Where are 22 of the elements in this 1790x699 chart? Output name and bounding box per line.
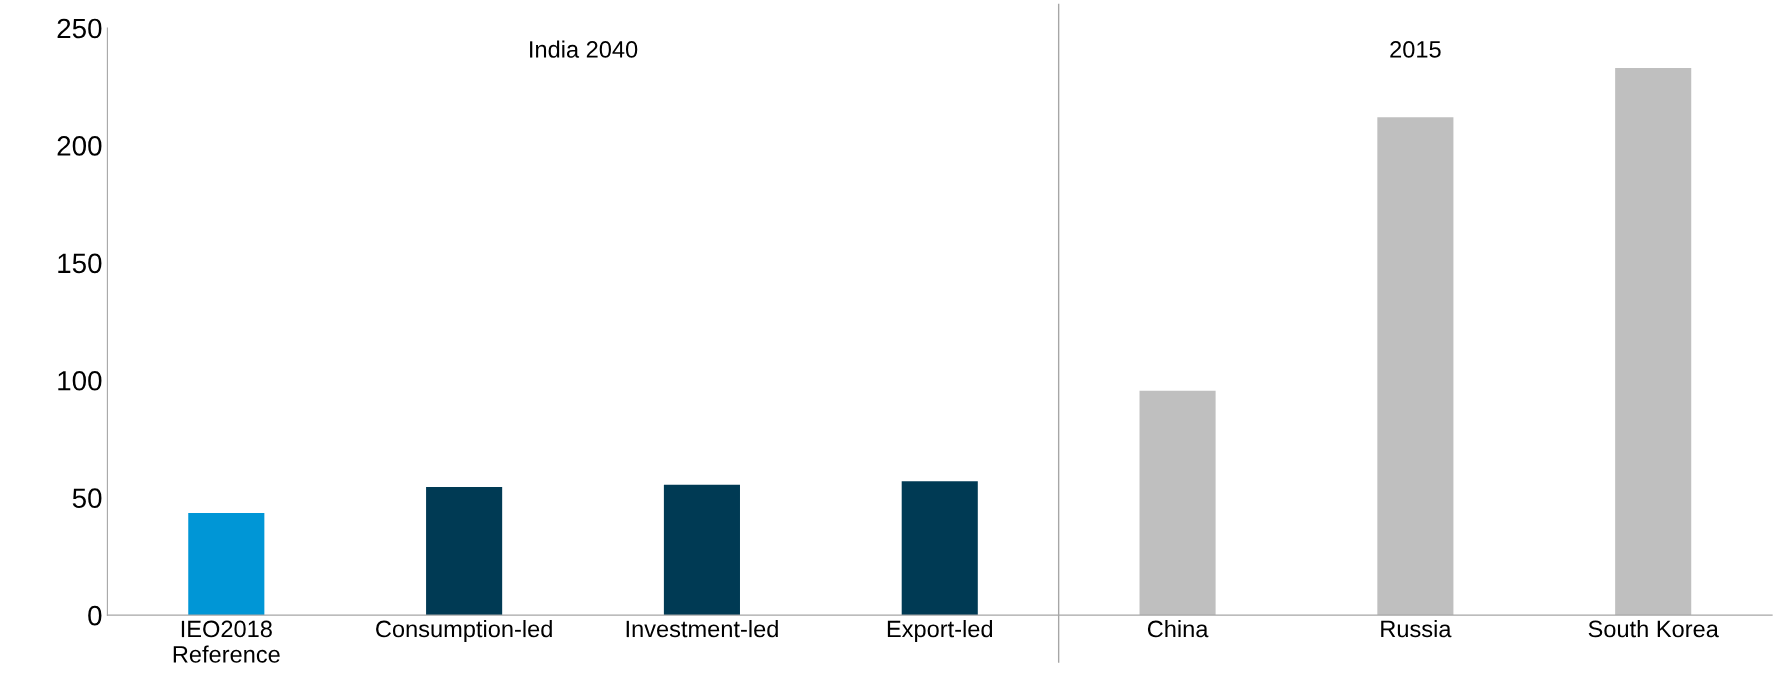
bar [1615,67,1692,616]
x-tick-label: Russia [1381,619,1452,638]
y-tick-label: 150 [58,253,102,274]
x-tick-label: Investment-led [626,619,778,638]
bar [663,484,740,616]
y-tick-label: 50 [72,488,102,509]
x-tick-label: Export-led [887,619,993,642]
bar [426,487,503,616]
y-tick-label: 100 [58,370,102,391]
x-tick-label: Consumption-led [376,619,552,642]
x-tick-label: IEO2018 Reference [173,620,280,663]
bar [188,512,265,616]
bar [901,481,978,616]
y-tick-label: 0 [88,605,102,626]
y-tick-label: 250 [57,18,102,39]
annotation: India 2040 [530,40,638,58]
x-tick-label: China [1147,619,1209,638]
x-tick-label: South Korea [1588,619,1719,638]
y-tick-label: 200 [57,136,102,156]
bar [1377,117,1454,616]
annotation: 2015 [1390,41,1441,58]
bar [1139,390,1216,616]
